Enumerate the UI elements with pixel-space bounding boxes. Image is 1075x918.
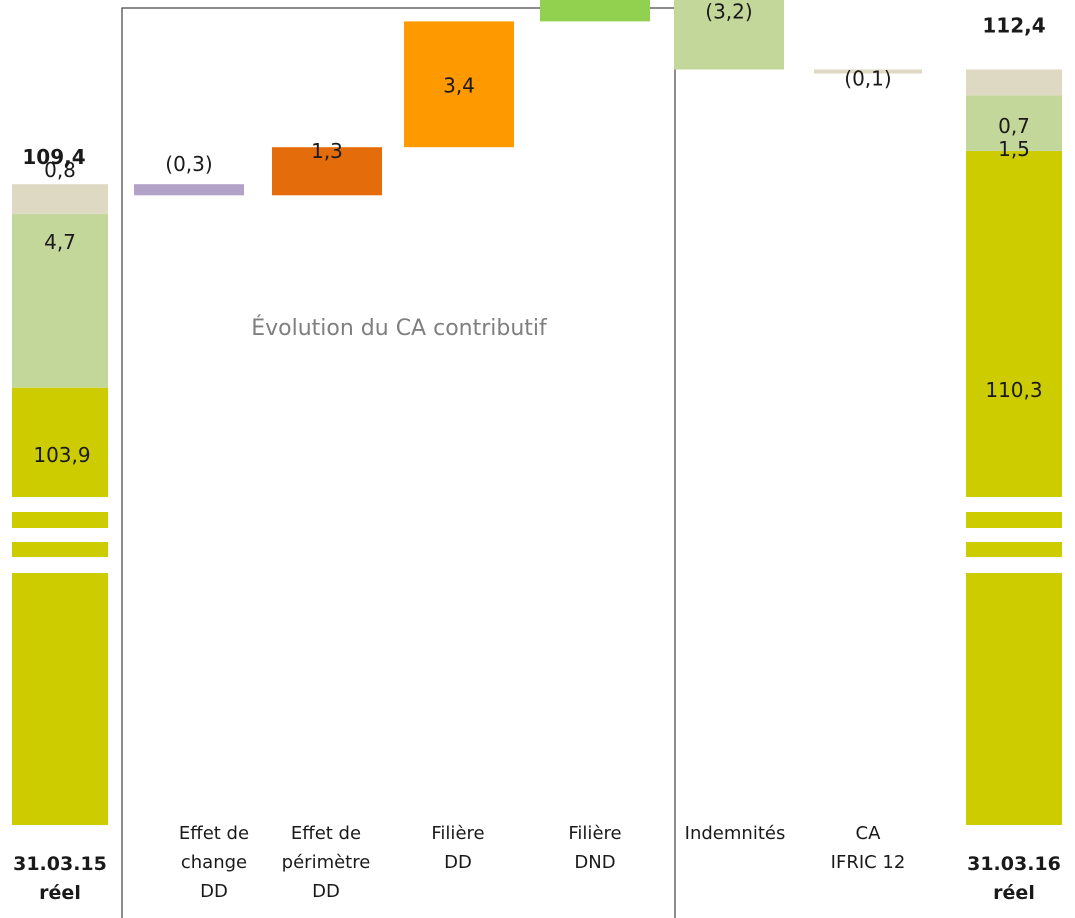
step-category-line-2-2: périmètre <box>282 852 371 873</box>
step-value-label-1: (0,3) <box>165 152 212 176</box>
end-total-axis-break-1 <box>966 497 1062 512</box>
step-bar-2 <box>272 147 382 196</box>
step-category-line-3-2: DD <box>444 852 472 873</box>
step-category-line-1-2: change <box>181 852 247 873</box>
start-total-segment-label-2: 4,7 <box>44 230 76 254</box>
start-total-segment-label-3: 0,8 <box>44 158 76 182</box>
end-total-segment-2 <box>966 95 1062 151</box>
start-total-category-line-2: réel <box>39 882 81 904</box>
step-bar-4 <box>540 0 650 22</box>
start-total-axis-break-2 <box>12 528 108 542</box>
end-total-segment-label-2: 1,5 <box>998 137 1030 161</box>
step-bar-1 <box>134 184 244 196</box>
step-bar-5 <box>674 0 784 70</box>
end-total-category-line-1: 31.03.16 <box>967 853 1061 875</box>
step-bar-3 <box>404 21 514 148</box>
step-value-label-6: (0,1) <box>844 67 891 91</box>
step-category-line-3-1: Filière <box>431 823 484 844</box>
step-category-line-1-3: DD <box>200 881 228 902</box>
end-total-category-line-2: réel <box>993 882 1035 904</box>
end-total-segment-label-1: 110,3 <box>985 378 1042 402</box>
start-total-segment-1 <box>12 387 108 825</box>
start-total-axis-break-1 <box>12 497 108 512</box>
end-total-axis-break-2 <box>966 528 1062 542</box>
start-total-segment-2 <box>12 213 108 388</box>
step-bar-6 <box>814 69 922 74</box>
step-value-label-3: 3,4 <box>443 73 475 97</box>
start-total-category-line-1: 31.03.15 <box>13 853 107 875</box>
start-total-segment-3 <box>12 184 108 214</box>
step-category-line-6-1: CA <box>856 823 882 844</box>
step-value-label-5: (3,2) <box>705 0 752 23</box>
step-category-line-2-1: Effet de <box>291 823 361 844</box>
chart-frame <box>121 7 676 918</box>
start-total-axis-break-3 <box>12 557 108 573</box>
step-category-line-1-1: Effet de <box>179 823 249 844</box>
step-category-line-4-2: DND <box>574 852 615 873</box>
start-total-total-label: 109,4 <box>22 145 85 169</box>
end-total-segment-label-3: 0,7 <box>998 114 1030 138</box>
step-category-line-6-2: IFRIC 12 <box>831 852 906 873</box>
step-category-line-4-1: Filière <box>568 823 621 844</box>
chart-caption: Évolution du CA contributif <box>251 315 548 341</box>
step-category-line-5-1: Indemnités <box>685 823 786 844</box>
end-total-segment-3 <box>966 69 1062 96</box>
end-total-total-label: 112,4 <box>982 14 1045 38</box>
start-total-segment-label-1: 103,9 <box>33 443 90 467</box>
step-value-label-2: 1,3 <box>311 139 343 163</box>
end-total-axis-break-3 <box>966 557 1062 573</box>
end-total-segment-1 <box>966 150 1062 825</box>
step-category-line-2-3: DD <box>312 881 340 902</box>
